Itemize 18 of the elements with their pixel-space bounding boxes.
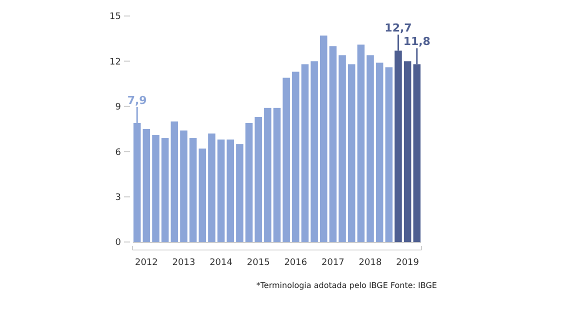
x-tick-label: 2013 [172, 258, 196, 268]
x-tick-label: 2015 [246, 258, 270, 268]
x-tick-label: 2016 [284, 258, 308, 268]
y-tick-label: 15 [110, 12, 121, 22]
data-label: 7,9 [127, 94, 147, 107]
y-tick-label: 6 [115, 148, 122, 158]
y-tick-label: 3 [115, 192, 121, 203]
x-tick-label: 2014 [210, 258, 233, 268]
x-tick-label: 2017 [322, 258, 344, 268]
x-tick-label: 2019 [396, 258, 420, 268]
x-tick-label: 2012 [134, 258, 158, 268]
data-label: 12,7 [384, 22, 412, 35]
x-tick-label: 2018 [358, 258, 382, 268]
y-tick-label: 12 [110, 57, 121, 68]
text: *Terminologia adotada pelo IBGE Fonte: IBGE [256, 281, 437, 290]
y-tick-label: 9 [115, 102, 122, 113]
data-label: 11,8 [403, 35, 430, 48]
y-tick-label: 0 [115, 238, 122, 248]
